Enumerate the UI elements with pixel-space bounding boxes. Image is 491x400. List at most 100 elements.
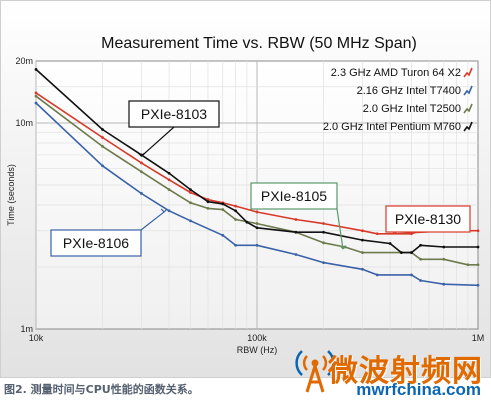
data-point [189,191,192,194]
y-axis-label: Time (seconds) [6,164,16,226]
series-line-3 [35,95,478,266]
data-point [255,243,259,247]
annotation-box [385,205,471,233]
annotation-arrowhead [138,152,145,158]
data-point [375,232,379,236]
data-point [234,209,237,213]
data-point [140,192,143,195]
x-tick-label: 1M [472,333,485,343]
chart-figure: Measurement Time vs. RBW (50 MHz Span) 1… [0,0,491,378]
data-point [101,136,104,139]
site-watermark: 微波射频网 mwrfchina.com [289,346,489,399]
figure-caption: 图2. 测量时间与CPU性能的函数关系。 [4,383,199,396]
data-point [234,243,237,247]
legend-swatch [463,85,473,96]
data-point [322,261,325,265]
data-point [189,188,192,192]
data-point [442,282,446,286]
data-point [101,164,104,168]
data-point [322,241,325,245]
data-point [399,251,403,254]
y-tick-label: 1m [20,324,33,334]
series-lines [34,68,480,287]
chart-title: Measurement Time vs. RBW (50 MHz Span) [101,35,417,52]
annotation-box [128,100,220,128]
legend-label: 2.0 GHz Intel T2500 [363,103,461,115]
data-point [255,210,259,214]
annotation-label: PXIe-8130 [395,211,461,227]
data-point [294,253,298,256]
data-point [419,257,423,261]
data-point [34,91,38,95]
data-point [189,201,192,205]
data-point [189,219,192,223]
legend-swatch [463,121,473,132]
x-tick-label: 10k [29,333,44,343]
legend-label: 2.3 GHz AMD Turon 64 X2 [331,67,461,79]
data-point [476,283,480,287]
annotation-label: PXIe-8105 [261,188,327,204]
data-point [361,238,364,242]
data-point [294,218,298,221]
data-point [361,267,364,271]
data-point [476,245,480,249]
data-point [167,171,171,175]
data-point [419,243,423,247]
data-point [255,226,259,230]
data-point [476,263,480,267]
annotation-label: PXIe-8103 [141,106,207,122]
data-point [361,251,364,254]
annotation-arrowhead [160,208,168,213]
data-point [101,128,104,131]
legend-label: 2.16 GHz Intel T7400 [357,85,461,97]
data-point [375,273,379,277]
data-point [442,245,446,249]
watermark-url: mwrfchina.com [356,380,481,399]
watermark-chinese: 微波射频网 [328,354,483,389]
data-point [221,208,225,211]
data-point [255,222,259,225]
data-point [101,144,104,148]
broadcast-tower-icon [295,350,335,393]
annotation-leader [140,211,165,231]
data-point [294,230,298,234]
data-point [361,229,364,233]
data-point [388,242,392,245]
x-axis-label: RBW (Hz) [237,345,278,355]
data-point [410,251,413,254]
annotation-label: PXIe-8106 [63,235,129,251]
data-point [476,229,480,233]
series-line-2 [35,102,479,287]
data-point [245,220,249,224]
data-point [140,161,143,165]
annotation-leader [141,126,175,157]
legend-label: 2.0 GHz Intel Pentium M760 [323,121,461,133]
annotations: PXIe-8103 PXIe-8106 PXIe-8105 PXIe-8130 [50,100,471,257]
data-point [167,188,171,192]
y-tick-label: 10m [15,118,33,128]
annotation-box [50,229,142,257]
data-point [442,257,446,261]
annotation-leader [336,208,344,249]
data-point [322,230,325,234]
data-point [221,233,225,237]
data-point [167,178,171,182]
y-tick-label: 20m [15,56,33,66]
data-point [206,200,210,204]
x-tick-label: 100k [247,333,267,343]
data-point [34,101,38,105]
axis-ticks: 10k 100k 1M 1m 10m 20m [15,56,484,343]
legend-swatch [463,103,473,114]
data-point [34,68,38,71]
data-point [234,204,237,208]
annotation-box [250,182,338,210]
data-point [221,202,225,206]
data-point [466,263,470,267]
annotation-arrowhead [339,245,347,250]
data-point [410,273,413,277]
data-point [206,207,210,210]
data-point [322,222,325,225]
legend-swatch [463,67,473,78]
data-point [167,209,171,213]
data-point [34,94,38,98]
